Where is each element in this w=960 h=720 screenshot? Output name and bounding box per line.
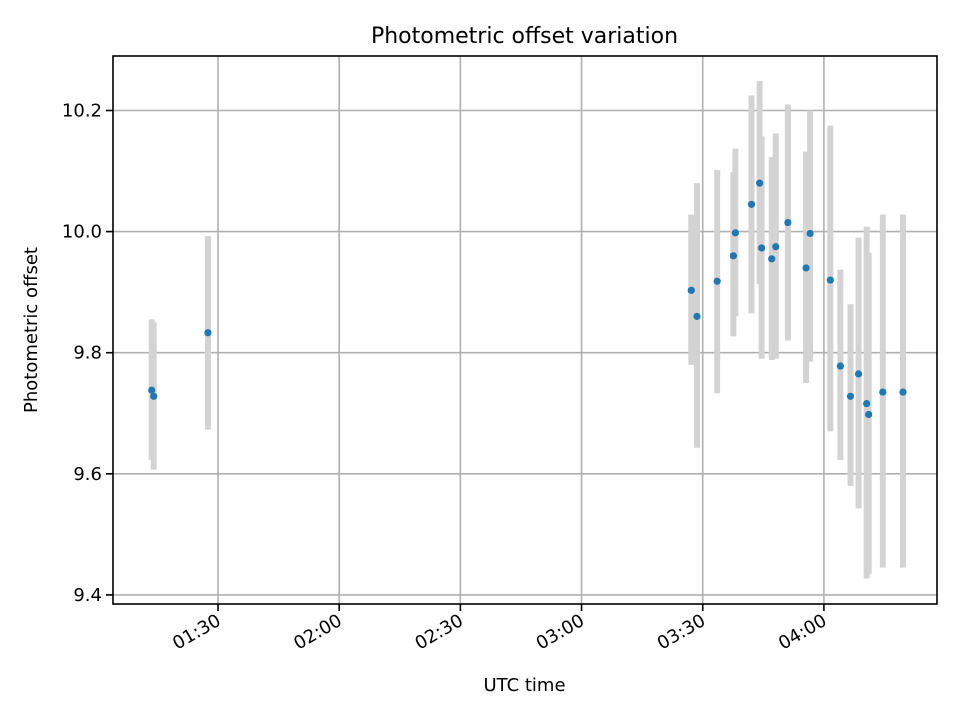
- data-point: [863, 399, 871, 408]
- data-point: [899, 388, 907, 396]
- chart-title: Photometric offset variation: [371, 24, 678, 49]
- data-point-layer: [148, 179, 907, 419]
- data-point: [693, 312, 701, 320]
- data-point: [836, 362, 844, 370]
- x-tick-label: 03:30: [654, 610, 709, 654]
- data-point: [729, 252, 737, 260]
- data-point: [713, 277, 721, 285]
- data-point: [758, 244, 766, 252]
- x-tick-label: 02:30: [411, 610, 466, 654]
- data-point: [148, 386, 156, 394]
- data-point: [731, 229, 739, 237]
- data-point: [687, 286, 695, 294]
- y-tick-label: 10.2: [62, 100, 102, 121]
- data-point: [768, 255, 776, 263]
- x-tick-label: 02:00: [290, 610, 345, 654]
- y-tick-label: 9.8: [73, 343, 102, 364]
- x-tick-label: 01:30: [169, 610, 224, 654]
- data-point: [747, 200, 756, 208]
- data-point: [150, 392, 158, 400]
- data-point: [826, 276, 834, 284]
- x-tick-label: 03:00: [533, 610, 588, 654]
- grid-layer: [113, 56, 937, 604]
- data-point: [204, 329, 212, 337]
- y-tick-label: 9.6: [73, 464, 102, 485]
- data-point: [784, 218, 792, 227]
- data-point: [879, 388, 887, 396]
- data-point: [772, 243, 780, 251]
- x-axis-label: UTC time: [483, 675, 565, 696]
- y-tick-label: 10.0: [62, 222, 102, 243]
- data-point: [854, 370, 863, 378]
- plot-frame: [112, 55, 938, 605]
- y-axis-label: Photometric offset: [21, 247, 42, 413]
- y-tick-label: 9.4: [73, 585, 102, 606]
- x-tick-label: 04:00: [775, 610, 830, 654]
- error-bar-layer: [148, 80, 907, 579]
- data-point: [846, 392, 855, 400]
- data-point: [756, 179, 764, 187]
- data-point: [806, 229, 814, 238]
- data-point: [865, 410, 873, 419]
- data-point: [802, 264, 810, 272]
